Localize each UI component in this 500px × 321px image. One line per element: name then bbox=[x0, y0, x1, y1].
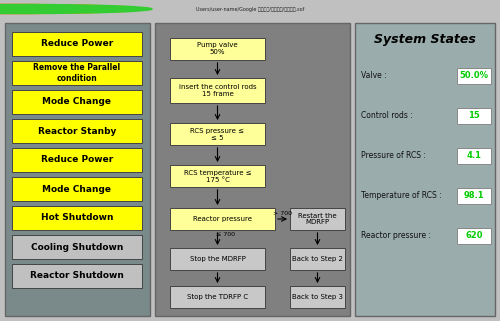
Bar bbox=[12, 177, 142, 201]
Text: 98.1: 98.1 bbox=[464, 192, 484, 201]
Bar bbox=[170, 286, 265, 308]
Text: Cooling Shutdown: Cooling Shutdown bbox=[31, 242, 123, 251]
Text: 50.0%: 50.0% bbox=[460, 72, 488, 81]
Bar bbox=[457, 108, 491, 124]
Text: > 700: > 700 bbox=[273, 211, 292, 216]
Bar bbox=[290, 286, 345, 308]
Text: Stop the TDRFP C: Stop the TDRFP C bbox=[187, 294, 248, 300]
Bar bbox=[5, 23, 150, 316]
Bar bbox=[290, 248, 345, 270]
Bar bbox=[170, 38, 265, 60]
Bar bbox=[12, 206, 142, 230]
Bar bbox=[355, 23, 495, 316]
Text: Remove the Parallel
condition: Remove the Parallel condition bbox=[34, 63, 120, 83]
Bar bbox=[12, 119, 142, 143]
Text: RCS pressure ≤
≤ 5: RCS pressure ≤ ≤ 5 bbox=[190, 127, 244, 141]
Text: Control rods :: Control rods : bbox=[361, 111, 413, 120]
Circle shape bbox=[0, 4, 143, 13]
Text: Users/user-name/Google 论文论文/实验平台/分析结果.sof: Users/user-name/Google 论文论文/实验平台/分析结果.so… bbox=[196, 6, 304, 12]
Text: Stop the MDRFP: Stop the MDRFP bbox=[190, 256, 246, 262]
Text: Reduce Power: Reduce Power bbox=[41, 155, 113, 164]
Text: Temperature of RCS :: Temperature of RCS : bbox=[361, 192, 442, 201]
Bar bbox=[155, 23, 350, 316]
Text: Restart the
MDRFP: Restart the MDRFP bbox=[298, 213, 337, 225]
Text: 4.1: 4.1 bbox=[466, 152, 481, 160]
Bar bbox=[170, 78, 265, 103]
Bar bbox=[170, 165, 265, 187]
Text: Reactor Stanby: Reactor Stanby bbox=[38, 126, 116, 135]
Text: Pump valve
50%: Pump valve 50% bbox=[197, 42, 238, 56]
Bar bbox=[290, 208, 345, 230]
Text: 620: 620 bbox=[465, 231, 483, 240]
Circle shape bbox=[0, 4, 134, 13]
Text: System States: System States bbox=[374, 32, 476, 46]
Bar bbox=[170, 248, 265, 270]
Text: 15: 15 bbox=[468, 111, 480, 120]
Text: Back to Step 2: Back to Step 2 bbox=[292, 256, 343, 262]
Bar bbox=[457, 68, 491, 84]
Bar bbox=[457, 148, 491, 164]
Text: RCS temperature ≤
175 °C: RCS temperature ≤ 175 °C bbox=[184, 169, 252, 183]
Text: Reduce Power: Reduce Power bbox=[41, 39, 113, 48]
Text: ≤ 700: ≤ 700 bbox=[216, 232, 234, 237]
Text: insert the control rods
15 frame: insert the control rods 15 frame bbox=[178, 84, 256, 97]
Text: Reactor pressure :: Reactor pressure : bbox=[361, 231, 431, 240]
Text: Pressure of RCS :: Pressure of RCS : bbox=[361, 152, 426, 160]
Text: Hot Shutdown: Hot Shutdown bbox=[41, 213, 113, 222]
Bar bbox=[12, 235, 142, 259]
Text: Reactor Shutdown: Reactor Shutdown bbox=[30, 272, 124, 281]
Bar bbox=[170, 208, 275, 230]
Bar bbox=[12, 61, 142, 85]
Text: Mode Change: Mode Change bbox=[42, 185, 112, 194]
Bar bbox=[12, 32, 142, 56]
Text: Mode Change: Mode Change bbox=[42, 98, 112, 107]
Text: Reactor pressure: Reactor pressure bbox=[193, 216, 252, 222]
Text: Valve :: Valve : bbox=[361, 72, 386, 81]
Bar bbox=[457, 188, 491, 204]
Bar bbox=[12, 90, 142, 114]
Bar bbox=[170, 123, 265, 145]
Text: Back to Step 3: Back to Step 3 bbox=[292, 294, 343, 300]
Bar bbox=[12, 264, 142, 288]
Bar bbox=[457, 228, 491, 244]
Bar bbox=[12, 148, 142, 172]
Circle shape bbox=[0, 4, 152, 13]
